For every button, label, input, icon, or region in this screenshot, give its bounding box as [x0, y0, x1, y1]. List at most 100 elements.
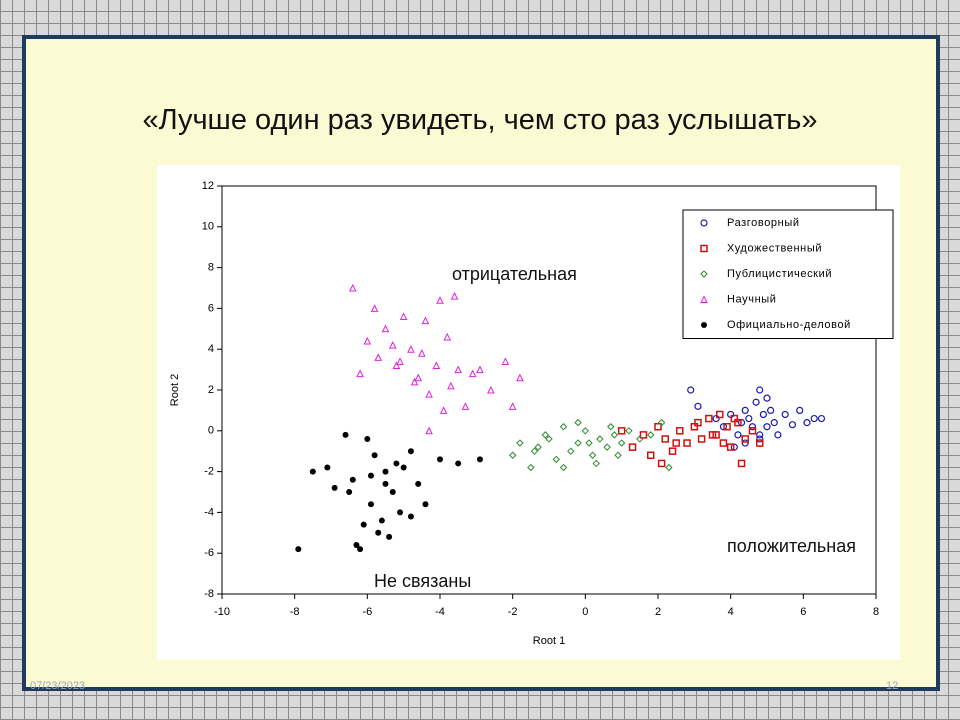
legend-label: Разговорный [727, 217, 800, 229]
point [388, 341, 397, 349]
x-tick-label: 4 [728, 606, 734, 618]
point [788, 421, 797, 429]
point [567, 447, 575, 455]
point [588, 451, 597, 459]
point [360, 521, 367, 528]
point [726, 443, 735, 451]
point [476, 365, 484, 374]
point [767, 406, 775, 414]
point [636, 435, 644, 443]
point [737, 459, 746, 468]
point [382, 480, 389, 487]
point [439, 406, 448, 414]
y-tick-label: -6 [204, 547, 214, 559]
legend-label: Научный [727, 293, 777, 305]
point [657, 459, 666, 468]
point [393, 460, 400, 467]
point [734, 431, 742, 439]
slide-title: «Лучше один раз увидеть, чем сто раз усл… [142, 104, 818, 136]
point [705, 414, 713, 423]
point [381, 324, 390, 333]
point [552, 455, 560, 464]
point [647, 431, 655, 439]
point [676, 427, 684, 435]
point [447, 381, 455, 390]
point [443, 332, 452, 341]
point [353, 542, 360, 549]
legend-marker [700, 244, 708, 253]
point [741, 439, 749, 447]
point [527, 463, 535, 472]
point [614, 451, 622, 459]
point [796, 406, 804, 414]
point [585, 439, 593, 447]
point [410, 377, 419, 386]
x-tick-label: -8 [290, 606, 300, 618]
point [617, 439, 626, 447]
y-tick-label: 12 [202, 180, 214, 192]
point [342, 431, 349, 438]
point [712, 431, 720, 439]
point [687, 386, 695, 394]
point [625, 427, 633, 435]
point [382, 468, 389, 475]
point [363, 336, 372, 345]
y-tick-label: 8 [208, 262, 214, 274]
point [348, 283, 357, 292]
point [803, 419, 811, 427]
point [617, 427, 626, 435]
point [755, 439, 764, 447]
point [461, 402, 470, 410]
point [574, 418, 582, 427]
point [639, 431, 648, 439]
point [668, 447, 677, 455]
y-tick-label: -8 [204, 588, 214, 600]
point [596, 435, 604, 443]
annotation: положительная [727, 536, 856, 556]
legend-label: Публицистический [727, 268, 832, 280]
point [455, 460, 462, 467]
point [654, 422, 662, 431]
point [774, 431, 782, 439]
point [730, 414, 739, 423]
point [371, 452, 378, 459]
point [770, 419, 778, 427]
point [309, 468, 316, 475]
point [437, 456, 443, 463]
legend-label: Официально-деловой [727, 319, 851, 331]
legend-marker [700, 270, 708, 278]
x-tick-label: 6 [800, 606, 806, 618]
point [346, 489, 353, 495]
x-axis-label: Root 1 [533, 635, 565, 647]
point [324, 464, 331, 471]
point [400, 464, 407, 471]
legend-label: Художественный [727, 242, 822, 254]
legend-marker [700, 219, 708, 227]
point [719, 439, 728, 447]
x-tick-label: -2 [508, 606, 518, 618]
point [559, 423, 568, 431]
point [421, 316, 430, 325]
point [745, 414, 753, 423]
point [516, 373, 524, 382]
point [574, 439, 582, 447]
point [454, 365, 462, 374]
point [694, 418, 702, 427]
point [716, 410, 724, 419]
point [603, 443, 611, 451]
y-tick-label: -4 [204, 506, 214, 518]
point [763, 394, 771, 402]
point [392, 361, 401, 370]
point [752, 398, 760, 406]
y-tick-label: 6 [208, 302, 214, 314]
point [628, 443, 637, 451]
point [407, 345, 415, 353]
x-tick-label: -10 [214, 606, 230, 618]
y-axis-label: Root 2 [169, 374, 181, 406]
point [810, 414, 818, 423]
point [349, 476, 356, 483]
point [375, 529, 382, 536]
point [436, 296, 444, 304]
y-tick-label: 2 [208, 384, 214, 396]
footer-page: 12 [886, 680, 899, 692]
